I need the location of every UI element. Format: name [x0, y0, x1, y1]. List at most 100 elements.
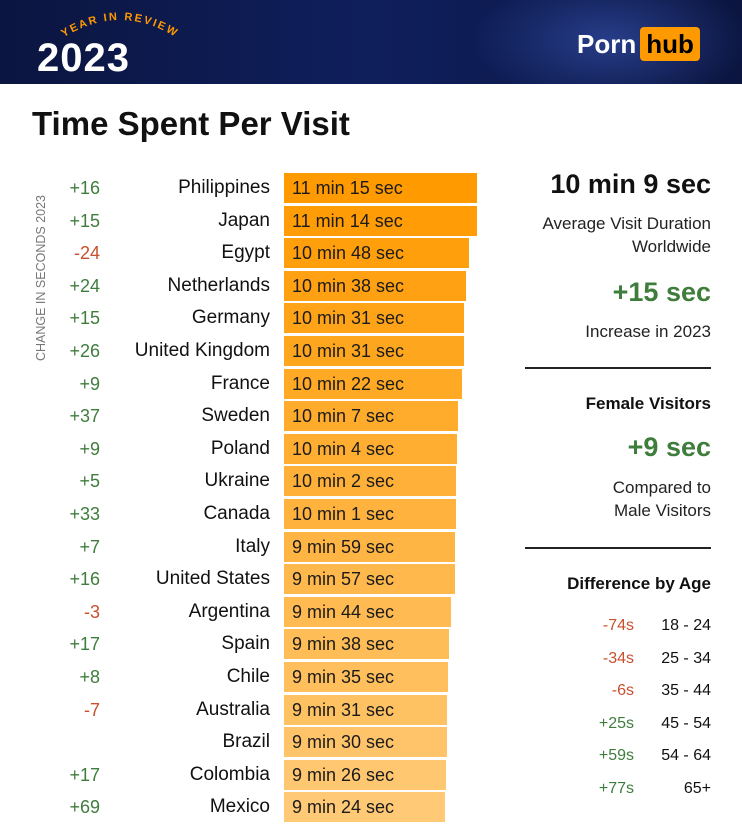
year-label: 2023: [37, 36, 130, 80]
country-label: Ukraine: [204, 470, 270, 492]
bar: [284, 792, 445, 823]
page-title: Time Spent Per Visit: [32, 105, 350, 142]
bar: [284, 564, 455, 595]
country-label: Germany: [191, 307, 270, 329]
age-row: +25s 45 - 54: [560, 709, 711, 739]
bar-row: +37 Sweden 10 min 7 sec: [0, 401, 480, 432]
change-value: +37: [69, 406, 100, 427]
bar-row: +16 United States 9 min 57 sec: [0, 564, 480, 595]
bar-row: +7 Italy 9 min 59 sec: [0, 531, 480, 562]
avg-duration-label-1: Average Visit Duration: [542, 214, 711, 233]
year-in-review-arc: YEAR IN REVIEW: [59, 11, 178, 40]
change-value: -24: [73, 243, 100, 264]
change-value: +15: [69, 308, 100, 329]
bar-value-label: 9 min 44 sec: [292, 601, 395, 622]
change-value: +5: [79, 471, 100, 492]
bar-value-label: 9 min 38 sec: [292, 634, 395, 655]
avg-duration-value: 10 min 9 sec: [550, 169, 711, 199]
bar-row: +69 Mexico 9 min 24 sec: [0, 792, 480, 823]
country-label: Egypt: [221, 242, 270, 264]
age-change-value: -34s: [602, 649, 634, 667]
bar-row: Brazil 9 min 30 sec: [0, 727, 480, 758]
age-range-label: 45 - 54: [661, 714, 711, 732]
country-label: Brazil: [222, 731, 270, 753]
bar-value-label: 10 min 2 sec: [292, 471, 395, 492]
age-change-value: -74s: [602, 617, 634, 634]
bar-value-label: 10 min 38 sec: [292, 275, 405, 296]
bar-row: -3 Argentina 9 min 44 sec: [0, 596, 480, 627]
bar: [284, 694, 447, 725]
country-label: Canada: [203, 503, 270, 524]
bar: [284, 531, 455, 562]
change-value: +9: [79, 438, 100, 459]
bar-value-label: 9 min 35 sec: [292, 667, 395, 687]
bar-value-label: 9 min 31 sec: [292, 699, 395, 720]
bar-value-label: 10 min 1 sec: [292, 504, 395, 524]
change-value: +26: [69, 341, 100, 361]
age-range-label: 35 - 44: [661, 682, 711, 700]
female-value: +9 sec: [627, 432, 711, 462]
country-label: Philippines: [178, 177, 270, 198]
bar: [284, 727, 447, 758]
bar: [284, 466, 456, 497]
change-value: -3: [83, 601, 100, 622]
bar: [284, 759, 446, 790]
bar-value-label: 9 min 24 sec: [292, 797, 395, 818]
age-range-label: 65+: [683, 780, 711, 797]
bar-row: -7 Australia 9 min 31 sec: [0, 694, 480, 725]
country-label: United States: [155, 568, 270, 590]
female-label-2: Male Visitors: [614, 501, 711, 520]
bar-row: +33 Canada 10 min 1 sec: [0, 499, 480, 529]
change-value: +16: [69, 178, 100, 198]
bar-value-label: 9 min 30 sec: [292, 732, 395, 753]
bar-row: +24 Netherlands 10 min 38 sec: [0, 270, 480, 301]
age-row: -6s 35 - 44: [560, 676, 711, 706]
bar-value-label: 11 min 14 sec: [292, 210, 403, 231]
age-range-label: 25 - 34: [661, 649, 711, 667]
bar-row: +9 France 10 min 22 sec: [0, 368, 480, 399]
bar: [284, 499, 456, 529]
age-heading: Difference by Age: [567, 574, 711, 593]
country-label: Australia: [196, 698, 270, 720]
avg-duration-label-2: Worldwide: [631, 237, 711, 256]
bar: [284, 238, 469, 269]
bar-value-label: 9 min 59 sec: [292, 536, 395, 557]
country-label: Italy: [235, 535, 270, 557]
bar-value-label: 10 min 7 sec: [292, 406, 395, 427]
header-banner: YEAR IN REVIEW 2023 Porn hub: [0, 0, 742, 84]
age-range-label: 18 - 24: [661, 617, 711, 634]
bar-row: +9 Poland 10 min 4 sec: [0, 433, 480, 464]
country-label: France: [210, 372, 270, 394]
change-value: +8: [79, 667, 100, 687]
age-row: +59s 54 - 64: [560, 741, 711, 771]
increase-label: Increase in 2023: [585, 322, 711, 341]
bar-value-label: 10 min 31 sec: [292, 308, 405, 329]
country-label: Netherlands: [167, 274, 270, 296]
bar-row: +17 Spain 9 min 38 sec: [0, 629, 480, 660]
female-heading: Female Visitors: [585, 394, 711, 413]
change-value: +9: [79, 373, 100, 394]
brand-logo: Porn hub: [577, 26, 700, 62]
bar: [284, 433, 457, 464]
change-value: +16: [69, 569, 100, 590]
bar-row: +15 Japan 11 min 14 sec: [0, 205, 480, 236]
change-value: +24: [69, 275, 100, 296]
age-row: -34s 25 - 34: [560, 644, 711, 674]
bar-row: +8 Chile 9 min 35 sec: [0, 662, 480, 692]
bar-row: +15 Germany 10 min 31 sec: [0, 303, 480, 334]
change-value: +33: [69, 504, 100, 524]
divider: [525, 367, 711, 369]
country-label: Japan: [218, 209, 270, 231]
country-label: Poland: [210, 437, 270, 459]
bar: [284, 662, 448, 692]
bar: [284, 368, 462, 399]
bar: [284, 336, 464, 366]
age-row: -74s 18 - 24: [560, 611, 711, 641]
country-label: United Kingdom: [134, 340, 270, 361]
bar-value-label: 11 min 15 sec: [292, 178, 403, 198]
country-label: Mexico: [209, 796, 270, 818]
bar-value-label: 9 min 57 sec: [292, 569, 395, 590]
change-value: +15: [69, 210, 100, 231]
bar-row: +26 United Kingdom 10 min 31 sec: [0, 336, 480, 366]
female-label-1: Compared to: [612, 478, 711, 497]
